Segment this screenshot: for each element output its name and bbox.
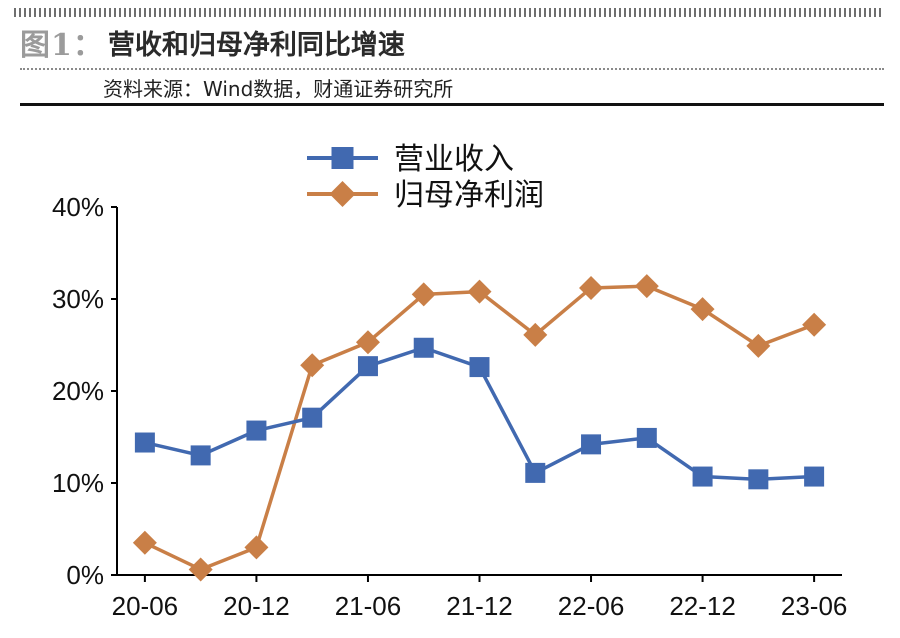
- revenue-point: [692, 466, 713, 487]
- revenue-point: [469, 357, 490, 378]
- revenue-point: [636, 427, 657, 448]
- net-profit-point: [355, 330, 380, 355]
- figure-title: 营收和归母净利同比增速: [107, 29, 405, 61]
- revenue-point: [804, 466, 825, 487]
- x-tick-label: 22-12: [669, 591, 736, 621]
- net-profit-point: [132, 530, 157, 555]
- revenue-point: [413, 337, 434, 358]
- x-tick-label: 21-06: [335, 591, 402, 621]
- header-bottom-rule: [20, 103, 884, 106]
- x-tick-label: 23-06: [781, 591, 848, 621]
- revenue-point: [748, 469, 769, 490]
- y-tick-label: 10%: [52, 468, 104, 498]
- revenue-point: [581, 434, 602, 455]
- x-tick-label: 22-06: [558, 591, 625, 621]
- y-tick-label: 0%: [66, 560, 104, 590]
- net-profit-point: [244, 535, 269, 560]
- net-profit-point: [634, 274, 659, 299]
- net-profit-point: [300, 353, 325, 378]
- legend-label: 归母净利润: [394, 178, 544, 213]
- dotted-divider: [20, 68, 884, 70]
- net-profit-point: [690, 297, 715, 322]
- net-profit-point: [746, 333, 771, 358]
- revenue-point: [246, 420, 267, 441]
- figure-header: 图1： 营收和归母净利同比增速: [20, 20, 405, 64]
- legend-swatch-marker: [331, 147, 354, 169]
- series-line-net-profit: [144, 284, 815, 572]
- x-tick-label: 20-06: [112, 591, 179, 621]
- legend-label: 营业收入: [394, 142, 514, 177]
- revenue-point: [525, 462, 546, 483]
- net-profit-point: [188, 557, 213, 582]
- net-profit-point: [523, 322, 548, 347]
- figure-label: 图1：: [20, 28, 104, 63]
- revenue-point: [190, 445, 211, 466]
- revenue-point: [357, 356, 378, 377]
- net-profit-point: [579, 275, 604, 300]
- net-profit-point: [802, 312, 827, 337]
- net-profit-point: [411, 282, 436, 307]
- x-tick-label: 21-12: [446, 591, 513, 621]
- legend-swatch-marker: [329, 181, 356, 207]
- y-tick-label: 20%: [52, 376, 104, 406]
- x-tick-label: 20-12: [223, 591, 290, 621]
- top-hatched-rule: [14, 8, 884, 17]
- y-tick-label: 40%: [52, 192, 104, 222]
- y-tick-label: 30%: [52, 284, 104, 314]
- revenue-point: [134, 432, 155, 453]
- revenue-point: [302, 407, 323, 428]
- source-note: 资料来源：Wind数据，财通证券研究所: [103, 77, 454, 101]
- net-profit-point: [467, 279, 492, 304]
